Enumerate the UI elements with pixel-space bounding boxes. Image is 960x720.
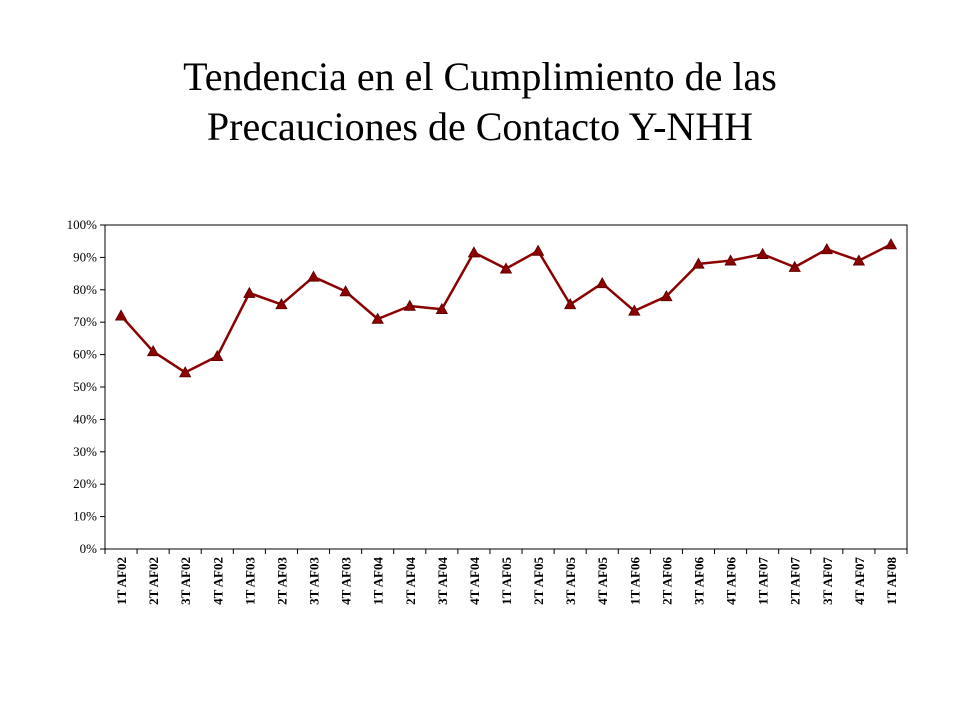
x-tick-label: 2T AF04 [403, 557, 418, 605]
y-tick-label: 70% [73, 314, 97, 329]
x-tick-label: 4T AF04 [467, 557, 482, 605]
x-tick-label: 2T AF03 [274, 557, 289, 605]
y-tick-label: 40% [73, 411, 97, 426]
data-point-marker [467, 246, 481, 258]
data-point-marker [499, 262, 513, 274]
y-tick-label: 80% [73, 282, 97, 297]
x-tick-label: 1T AF03 [242, 557, 257, 605]
x-tick-label: 4T AF06 [724, 557, 739, 605]
x-tick-label: 2T AF07 [788, 557, 803, 605]
x-tick-label: 1T AF07 [756, 557, 771, 605]
data-point-marker [371, 312, 384, 324]
data-point-marker [884, 238, 898, 250]
chart-title: Tendencia en el Cumplimiento de las Prec… [0, 52, 960, 152]
x-tick-label: 2T AF05 [531, 557, 546, 605]
x-tick-label: 3T AF06 [691, 557, 706, 605]
x-tick-label: 1T AF05 [499, 557, 514, 605]
x-tick-label: 1T AF08 [884, 557, 899, 605]
data-point-marker [756, 247, 769, 259]
data-point-marker [660, 289, 673, 302]
data-point-marker [788, 260, 801, 272]
data-point-marker [820, 242, 833, 255]
y-tick-label: 10% [73, 509, 97, 524]
data-point-marker [114, 309, 128, 321]
data-point-marker [435, 302, 449, 315]
x-tick-label: 1T AF06 [627, 557, 642, 605]
y-tick-label: 100% [67, 217, 98, 232]
data-point-marker [596, 276, 609, 289]
y-tick-label: 50% [73, 379, 97, 394]
data-point-marker [179, 366, 192, 378]
y-tick-label: 0% [80, 541, 98, 556]
data-point-marker [852, 254, 866, 266]
data-point-marker [339, 285, 352, 297]
y-tick-label: 90% [73, 249, 97, 264]
x-tick-label: 3T AF03 [307, 557, 322, 605]
x-tick-label: 2T AF06 [659, 557, 674, 605]
chart-title-line-1: Tendencia en el Cumplimiento de las [183, 54, 777, 99]
x-tick-label: 1T AF02 [114, 557, 129, 605]
y-tick-label: 20% [73, 476, 97, 491]
data-point-marker [307, 270, 320, 282]
x-tick-label: 3T AF04 [435, 557, 450, 605]
x-tick-label: 3T AF07 [820, 557, 835, 605]
x-tick-label: 1T AF04 [371, 557, 386, 605]
data-point-marker [146, 345, 160, 357]
x-tick-label: 3T AF02 [178, 557, 193, 605]
data-point-marker [692, 257, 705, 269]
y-tick-label: 30% [73, 444, 97, 459]
y-tick-label: 60% [73, 347, 97, 362]
data-point-marker [531, 244, 545, 256]
x-tick-label: 4T AF03 [339, 557, 354, 605]
data-point-marker [243, 286, 256, 298]
x-tick-label: 3T AF05 [563, 557, 578, 605]
data-point-marker [403, 299, 416, 311]
data-point-marker [724, 254, 737, 266]
data-point-marker [563, 298, 577, 310]
chart-title-line-2: Precauciones de Contacto Y-NHH [206, 104, 754, 149]
x-tick-label: 4T AF02 [210, 557, 225, 605]
x-tick-label: 4T AF07 [852, 557, 867, 605]
data-point-marker [211, 349, 224, 362]
data-point-marker [628, 304, 641, 316]
x-tick-label: 4T AF05 [595, 557, 610, 605]
x-tick-label: 2T AF02 [146, 557, 161, 605]
data-point-marker [275, 298, 288, 310]
plot-area-frame [104, 224, 908, 550]
